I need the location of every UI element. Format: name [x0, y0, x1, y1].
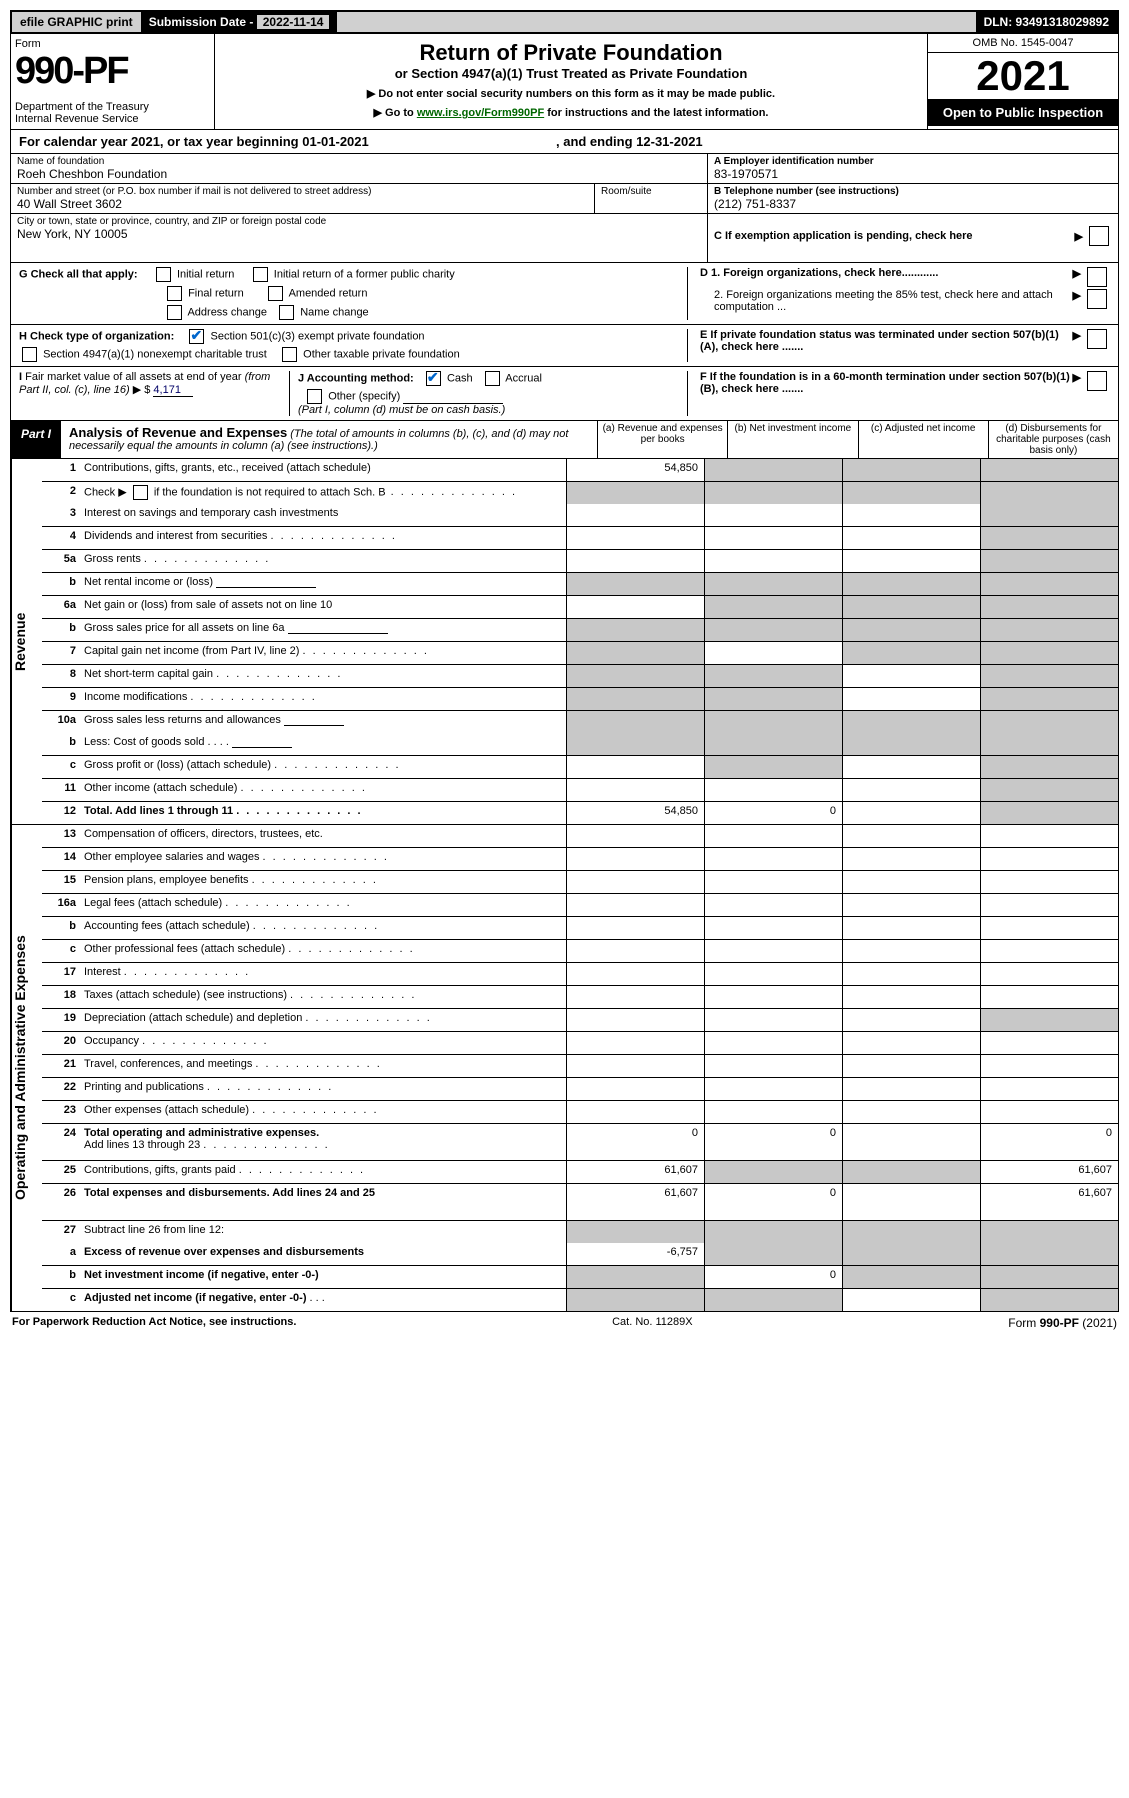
expenses-table: Operating and Administrative Expenses 13… [10, 825, 1119, 1312]
i-block: I Fair market value of all assets at end… [19, 371, 289, 416]
j-other-checkbox[interactable] [307, 389, 322, 404]
revenue-table: Revenue 1Contributions, gifts, grants, e… [10, 459, 1119, 825]
irs-link[interactable]: www.irs.gov/Form990PF [417, 107, 544, 119]
dln-label: DLN: 93491318029892 [976, 12, 1117, 32]
col-b-head: (b) Net investment income [727, 421, 857, 458]
h-other-checkbox[interactable] [282, 347, 297, 362]
col-a-head: (a) Revenue and expenses per books [597, 421, 727, 458]
g-block: G Check all that apply: Initial return I… [19, 267, 687, 320]
dept-label: Department of the Treasury Internal Reve… [15, 101, 210, 125]
tax-year: 2021 [928, 53, 1118, 99]
submission-label: Submission Date - 2022-11-14 [141, 12, 338, 32]
h-501c3-checkbox[interactable] [189, 329, 204, 344]
col-d-head: (d) Disbursements for charitable purpose… [988, 421, 1118, 458]
ein-row: A Employer identification number 83-1970… [708, 154, 1118, 184]
e-checkbox[interactable] [1087, 329, 1107, 349]
h-e-row: H Check type of organization: Section 50… [10, 325, 1119, 367]
omb-label: OMB No. 1545-0047 [928, 34, 1118, 53]
entity-block: Name of foundation Roeh Cheshbon Foundat… [10, 154, 1119, 263]
revenue-side-label: Revenue [11, 459, 42, 824]
h-4947-checkbox[interactable] [22, 347, 37, 362]
header-left: Form 990-PF Department of the Treasury I… [11, 34, 215, 129]
c-checkbox[interactable] [1089, 226, 1109, 246]
g-d-row: G Check all that apply: Initial return I… [10, 263, 1119, 325]
c-row: C If exemption application is pending, c… [708, 214, 1118, 258]
form-number: 990-PF [15, 50, 210, 93]
d-block: D 1. Foreign organizations, check here..… [687, 267, 1110, 320]
part1-header: Part I Analysis of Revenue and Expenses … [10, 421, 1119, 459]
form-subtitle: or Section 4947(a)(1) Trust Treated as P… [221, 66, 921, 81]
f-checkbox[interactable] [1087, 371, 1107, 391]
j-accrual-checkbox[interactable] [485, 371, 500, 386]
entity-left: Name of foundation Roeh Cheshbon Foundat… [11, 154, 707, 262]
h-block: H Check type of organization: Section 50… [19, 329, 687, 362]
expenses-side-label: Operating and Administrative Expenses [11, 825, 42, 1311]
d1-checkbox[interactable] [1087, 267, 1107, 287]
g-address-checkbox[interactable] [167, 305, 182, 320]
top-bar: efile GRAPHIC print Submission Date - 20… [10, 10, 1119, 34]
submission-date: 2022-11-14 [257, 15, 330, 29]
footer-left: For Paperwork Reduction Act Notice, see … [12, 1316, 296, 1330]
addr-row: Number and street (or P.O. box number if… [11, 184, 707, 214]
city-row: City or town, state or province, country… [11, 214, 707, 262]
header-mid: Return of Private Foundation or Section … [215, 34, 927, 129]
d2-checkbox[interactable] [1087, 289, 1107, 309]
fmv-value: 4,171 [153, 384, 193, 397]
footer-mid: Cat. No. 11289X [612, 1316, 693, 1330]
g-name-checkbox[interactable] [279, 305, 294, 320]
g-initial-checkbox[interactable] [156, 267, 171, 282]
f-block: F If the foundation is in a 60-month ter… [687, 371, 1110, 416]
i-j-f-row: I Fair market value of all assets at end… [10, 367, 1119, 421]
entity-right: A Employer identification number 83-1970… [707, 154, 1118, 262]
top-spacer [337, 12, 975, 32]
part1-desc: Analysis of Revenue and Expenses (The to… [61, 421, 597, 458]
col-c-head: (c) Adjusted net income [858, 421, 988, 458]
g-initial-former-checkbox[interactable] [253, 267, 268, 282]
footer-right: Form 990-PF (2021) [1008, 1316, 1117, 1330]
j-cash-checkbox[interactable] [426, 371, 441, 386]
instruction-2: ▶ Go to www.irs.gov/Form990PF for instru… [221, 106, 921, 119]
form-title: Return of Private Foundation [221, 40, 921, 66]
open-public-label: Open to Public Inspection [928, 99, 1118, 126]
form-header: Form 990-PF Department of the Treasury I… [10, 34, 1119, 130]
footer: For Paperwork Reduction Act Notice, see … [10, 1312, 1119, 1334]
part1-label: Part I [11, 421, 61, 458]
schb-checkbox[interactable] [133, 485, 148, 500]
calendar-year-row: For calendar year 2021, or tax year begi… [10, 130, 1119, 154]
g-final-checkbox[interactable] [167, 286, 182, 301]
name-row: Name of foundation Roeh Cheshbon Foundat… [11, 154, 707, 184]
form-label: Form [15, 38, 210, 50]
tel-row: B Telephone number (see instructions) (2… [708, 184, 1118, 214]
instruction-1: ▶ Do not enter social security numbers o… [221, 87, 921, 100]
efile-label[interactable]: efile GRAPHIC print [12, 12, 141, 32]
header-right: OMB No. 1545-0047 2021 Open to Public In… [927, 34, 1118, 129]
g-amended-checkbox[interactable] [268, 286, 283, 301]
j-block: J Accounting method: Cash Accrual Other … [289, 371, 687, 416]
e-block: E If private foundation status was termi… [687, 329, 1110, 362]
